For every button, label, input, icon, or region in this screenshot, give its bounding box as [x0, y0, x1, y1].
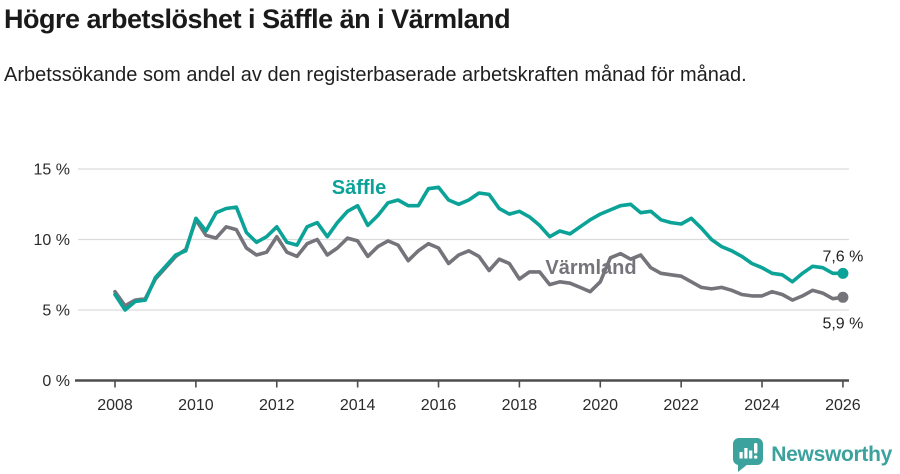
x-axis-tick-label: 2008 — [97, 397, 133, 414]
x-axis-tick-label: 2022 — [663, 397, 699, 414]
bar-chart-speech-bubble-icon — [733, 438, 764, 472]
y-axis-tick-label: 10 % — [34, 232, 70, 249]
x-axis-tick-label: 2024 — [744, 397, 780, 414]
line-chart: 0 % 5 % 10 % 15 % 2008 2010 2012 2014 2016 2018 20… — [0, 148, 900, 438]
x-axis-tick-label: 2020 — [582, 397, 618, 414]
series-line-värmland — [113, 218, 845, 308]
brand-name: Newsworthy — [771, 443, 892, 466]
brand-footer[interactable]: Newsworthy — [733, 437, 892, 473]
y-axis-tick-label: 15 % — [34, 162, 70, 179]
series-end-dot-säffle — [837, 267, 849, 279]
y-axis-tick-label: 0 % — [42, 373, 70, 390]
series-label-säffle: Säffle — [332, 177, 386, 199]
x-axis-tick-label: 2026 — [825, 397, 861, 414]
x-axis-tick-label: 2012 — [259, 397, 295, 414]
y-axis-tick-label: 5 % — [42, 303, 70, 320]
page-title: Högre arbetslöshet i Säffle än i Värmlan… — [4, 4, 511, 34]
series-label-värmland: Värmland — [545, 257, 636, 279]
x-axis-tick-label: 2010 — [178, 397, 214, 414]
series-end-value-säffle: 7,6 % — [822, 248, 863, 265]
x-axis-tick-label: 2014 — [340, 397, 376, 414]
series-end-dot-värmland — [837, 291, 849, 303]
chart-canvas: 0 % 5 % 10 % 15 % 2008 2010 2012 2014 2016 2018 20… — [34, 162, 864, 415]
x-axis-tick-label: 2018 — [502, 397, 538, 414]
series-end-value-värmland: 5,9 % — [822, 315, 863, 332]
series-line-säffle — [113, 185, 845, 312]
x-axis-tick-label: 2016 — [421, 397, 457, 414]
page-subtitle: Arbetssökande som andel av den registerb… — [4, 64, 747, 86]
